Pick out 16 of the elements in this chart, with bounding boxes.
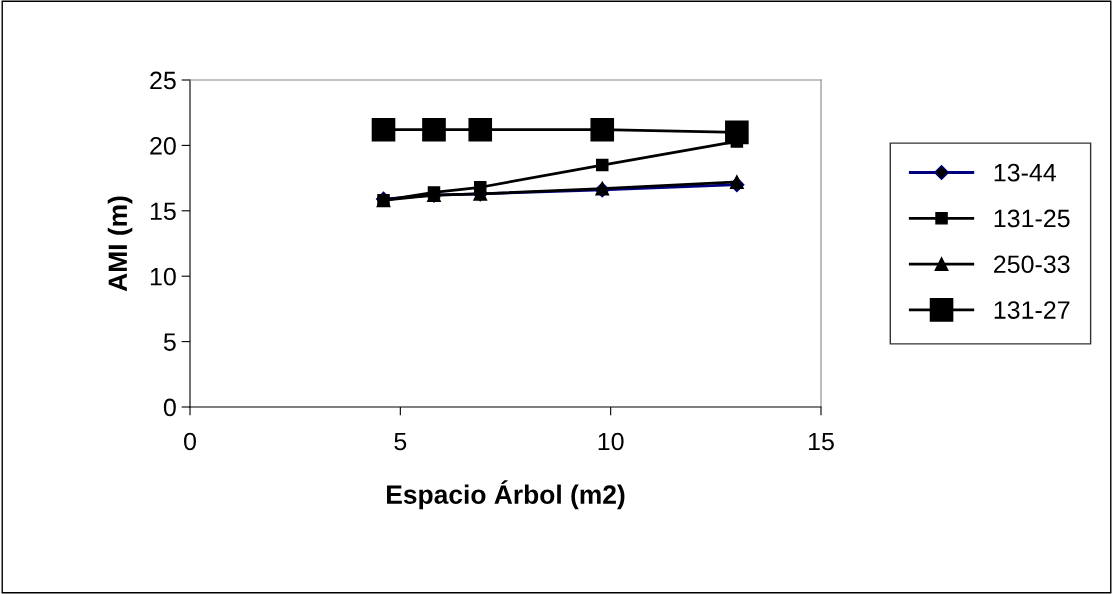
x-tick-label: 10	[598, 432, 624, 451]
x-tick-label: 0	[184, 432, 196, 451]
legend-label: 131-25	[994, 209, 1070, 228]
y-tick-label: 0	[163, 398, 176, 417]
y-tick-label: 10	[150, 267, 176, 286]
y-tick-label: 25	[150, 71, 176, 90]
legend-label: 13-44	[994, 163, 1056, 182]
y-tick-label: 15	[150, 202, 176, 221]
y-axis-title: AMI (m)	[107, 196, 133, 292]
x-tick-label: 15	[809, 432, 834, 451]
legend-label: 131-27	[994, 301, 1070, 319]
y-tick-label: 20	[150, 137, 176, 155]
x-axis-title: Espacio Árbol (m2)	[387, 480, 625, 510]
y-tick-label: 5	[163, 333, 176, 351]
legend-label: 250-33	[994, 255, 1070, 274]
x-tick-label: 5	[394, 432, 407, 451]
